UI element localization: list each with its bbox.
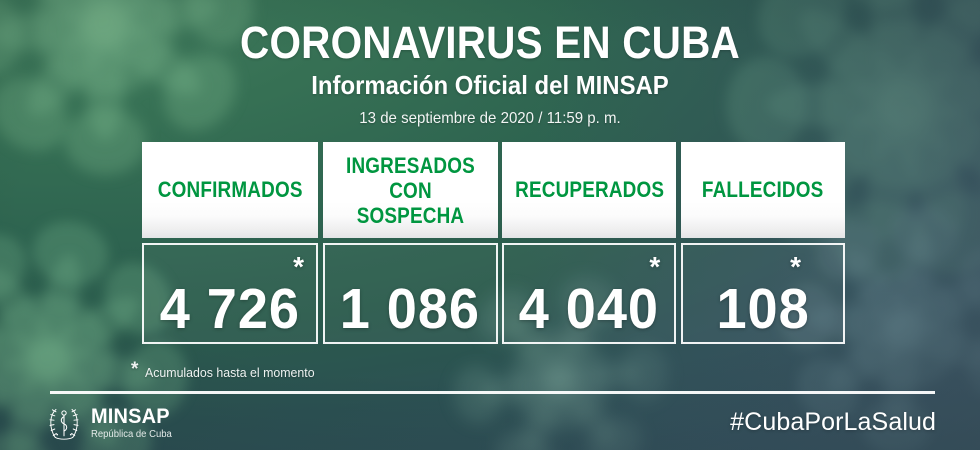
stat-card-ingresados-con-sospecha: INGRESADOS CON SOSPECHA 1 086: [322, 142, 498, 344]
stat-card-value: 108: [716, 277, 810, 341]
stat-card-value-box: * 4 726: [142, 243, 318, 344]
minsap-wordmark: MINSAP República de Cuba: [91, 406, 176, 440]
stat-card-label-box: RECUPERADOS: [502, 142, 677, 238]
footnote-asterisk: *: [131, 359, 139, 380]
stat-card-value: 4 040: [519, 277, 660, 341]
stat-card-fallecidos: FALLECIDOS * 108: [680, 142, 845, 344]
brand-subtitle: República de Cuba: [91, 429, 172, 440]
stat-card-recuperados: RECUPERADOS * 4 040: [502, 142, 677, 344]
stat-card-label-box: CONFIRMADOS: [142, 142, 318, 238]
stat-cards-row: CONFIRMADOS * 4 726 INGRESADOS CON SOSPEC…: [142, 142, 845, 344]
asterisk-marker: *: [649, 251, 661, 282]
stat-card-confirmados: CONFIRMADOS * 4 726: [142, 142, 318, 344]
asterisk-marker: *: [790, 251, 801, 282]
stat-card-value: 4 726: [159, 277, 301, 341]
stat-card-label: RECUPERADOS: [514, 177, 664, 202]
poster-header: CORONAVIRUS EN CUBA Información Oficial …: [0, 18, 980, 130]
footer-divider: [50, 391, 935, 394]
asterisk-marker: *: [293, 251, 304, 282]
page-subtitle: Información Oficial del MINSAP: [311, 70, 669, 100]
minsap-logo: MINSAP República de Cuba: [44, 403, 176, 443]
stat-card-value-box: * 4 040: [502, 243, 677, 344]
stat-card-label-box: FALLECIDOS: [680, 142, 845, 238]
stat-card-value-box: 1 086: [322, 243, 498, 344]
stat-card-label: INGRESADOS CON SOSPECHA: [345, 152, 475, 228]
footnote: * Acumulados hasta el momento: [131, 359, 324, 382]
stat-card-value: 1 086: [340, 277, 481, 341]
minsap-emblem-icon: [49, 408, 79, 440]
brand-name: MINSAP: [91, 405, 170, 428]
stat-card-label: FALLECIDOS: [702, 177, 824, 202]
stat-card-value-box: * 108: [680, 243, 845, 344]
page-title: CORONAVIRUS EN CUBA: [240, 17, 740, 68]
report-datetime: 13 de septiembre de 2020 / 11:59 p. m.: [359, 110, 621, 127]
footnote-text: Acumulados hasta el momento: [145, 365, 315, 380]
stat-card-label-box: INGRESADOS CON SOSPECHA: [322, 142, 498, 238]
campaign-hashtag: #CubaPorLaSalud: [730, 408, 936, 436]
stat-card-label: CONFIRMADOS: [157, 177, 303, 202]
